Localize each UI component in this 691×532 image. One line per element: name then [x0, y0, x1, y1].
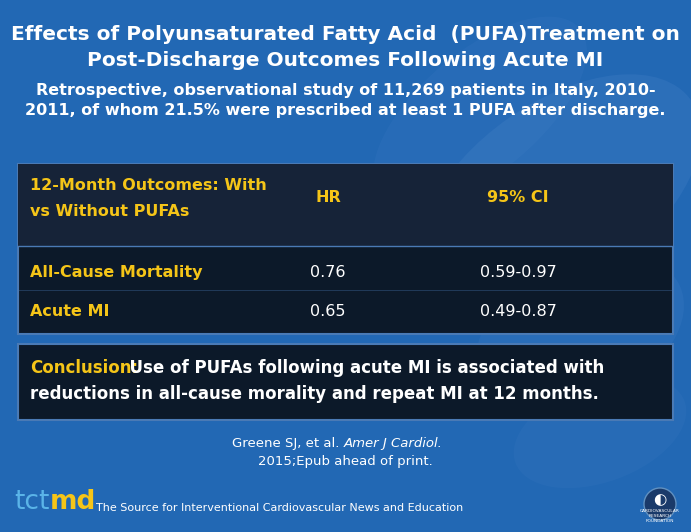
Circle shape [644, 488, 676, 520]
Text: tct: tct [14, 489, 49, 515]
Text: Amer J Cardiol.: Amer J Cardiol. [343, 437, 442, 451]
Text: 2015;Epub ahead of print.: 2015;Epub ahead of print. [258, 455, 433, 469]
Text: 2011, of whom 21.5% were prescribed at least 1 PUFA after discharge.: 2011, of whom 21.5% were prescribed at l… [26, 104, 665, 119]
Ellipse shape [373, 16, 587, 207]
Ellipse shape [513, 376, 686, 488]
Text: CARDIOVASCULAR
RESEARCH
FOUNDATION: CARDIOVASCULAR RESEARCH FOUNDATION [640, 509, 680, 523]
Text: Use of PUFAs following acute MI is associated with: Use of PUFAs following acute MI is assoc… [118, 359, 604, 377]
Text: Effects of Polyunsaturated Fatty Acid  (PUFA)Treatment on: Effects of Polyunsaturated Fatty Acid (P… [11, 24, 680, 44]
Text: 0.59-0.97: 0.59-0.97 [480, 265, 556, 280]
Text: 12-Month Outcomes: With: 12-Month Outcomes: With [30, 179, 267, 194]
Text: vs Without PUFAs: vs Without PUFAs [30, 204, 189, 220]
Text: Post-Discharge Outcomes Following Acute MI: Post-Discharge Outcomes Following Acute … [87, 51, 604, 70]
Text: Greene SJ, et al.: Greene SJ, et al. [232, 437, 343, 451]
FancyBboxPatch shape [18, 164, 673, 246]
Text: All-Cause Mortality: All-Cause Mortality [30, 265, 202, 280]
FancyBboxPatch shape [18, 164, 673, 334]
Ellipse shape [419, 74, 691, 310]
Text: 0.65: 0.65 [310, 304, 346, 320]
Text: reductions in all-cause morality and repeat MI at 12 months.: reductions in all-cause morality and rep… [30, 385, 599, 403]
Ellipse shape [476, 253, 684, 411]
Text: Acute MI: Acute MI [30, 304, 109, 320]
Text: 0.49-0.87: 0.49-0.87 [480, 304, 556, 320]
Text: Retrospective, observational study of 11,269 patients in Italy, 2010-: Retrospective, observational study of 11… [36, 84, 655, 98]
Text: HR: HR [315, 190, 341, 205]
Text: ◐: ◐ [654, 493, 667, 508]
Text: Conclusion:: Conclusion: [30, 359, 138, 377]
FancyBboxPatch shape [18, 344, 673, 420]
Text: 0.76: 0.76 [310, 265, 346, 280]
Text: The Source for Interventional Cardiovascular News and Education: The Source for Interventional Cardiovasc… [96, 503, 463, 513]
Text: md: md [50, 489, 96, 515]
Text: 95% CI: 95% CI [487, 190, 549, 205]
